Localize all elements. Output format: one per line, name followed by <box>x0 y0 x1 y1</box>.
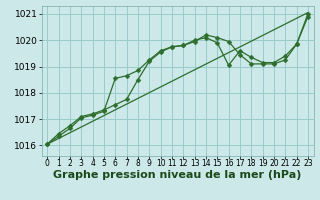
X-axis label: Graphe pression niveau de la mer (hPa): Graphe pression niveau de la mer (hPa) <box>53 170 302 180</box>
